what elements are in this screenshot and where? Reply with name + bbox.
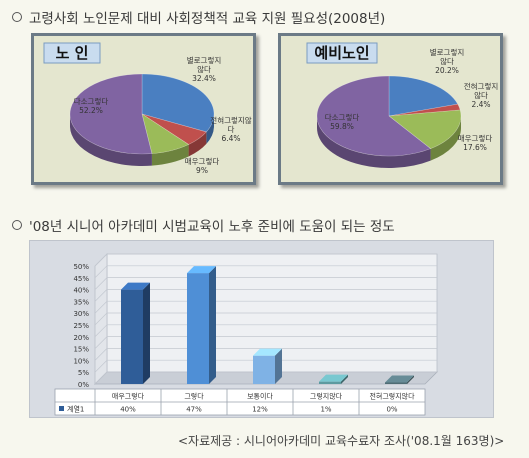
x-category-label: 그렇다 (184, 392, 204, 401)
y-tick-label: 0% (78, 381, 89, 389)
pie-title: 예비노인 (314, 44, 369, 62)
pie-label-매우그렇다: 매우그렇다 9% (185, 156, 220, 175)
gridline (94, 359, 437, 373)
gridline (94, 371, 437, 385)
bar-매우그렇다 (121, 289, 143, 384)
x-category-label: 보통이다 (247, 392, 273, 401)
pie-title-box (306, 42, 378, 64)
pie-slice-다소그렇다 (69, 73, 153, 155)
pie-side-다소그렇다 (317, 116, 431, 168)
y-tick-label: 45% (73, 275, 89, 283)
pie-label-전혀그렇지-않다: 전혀그렇지 않다 2.4% (464, 81, 499, 109)
pie-label-매우그렇다: 매우그렇다 17.6% (458, 133, 493, 152)
bar-top-그렇다 (187, 266, 216, 274)
circle-bullet-icon (12, 220, 22, 230)
bar-top-전혀그렇지않다 (385, 375, 414, 383)
pie-side-별로그렇지-않다 (206, 114, 214, 144)
pie-side-매우그렇다 (430, 116, 461, 161)
bar-side-매우그렇다 (143, 282, 150, 384)
pie-side-다소그렇다 (70, 114, 152, 166)
section2-heading-text: '08년 시니어 아카데미 시범교육이 노후 준비에 도움이 되는 정도 (29, 219, 395, 235)
pie-label-전혀그렇지않다: 전혀그렇지않 다 6.4% (210, 115, 251, 143)
bar-side-그렇다 (209, 266, 216, 384)
y-tick-label: 5% (78, 369, 89, 377)
pie-slice-다소그렇다 (316, 75, 432, 157)
gridline (94, 277, 437, 290)
data-value-label: 47% (186, 406, 202, 414)
pie-title-box (43, 42, 101, 64)
bar-그렇다 (187, 273, 209, 384)
pie-panel-pre-elderly: 예비노인 별로그렇지 않다 20.2% 전혀그렇지 않다 2.4% 매우그렇다 17.6% 다소그… (278, 33, 503, 185)
bar-보통이다 (253, 355, 275, 384)
data-value-label: 12% (252, 406, 268, 414)
pie-slice-전혀그렇지않다 (141, 113, 207, 145)
bar-top-보통이다 (253, 348, 282, 356)
circle-bullet-icon (12, 12, 22, 22)
gridline (94, 300, 437, 314)
pie-label-다소그렇다: 다소그렇다 59.8% (325, 112, 360, 131)
data-value-label: 1% (320, 406, 331, 414)
x-category-label: 그렇지않다 (310, 392, 343, 401)
source-note: <자료제공 : 시니어아카데미 교육수료자 조사('08.1월 163명)> (178, 434, 505, 448)
gridline (94, 253, 437, 267)
legend-swatch (59, 406, 64, 411)
gridline (94, 348, 437, 361)
x-category-label: 매우그렇다 (112, 392, 145, 401)
pie-label-다소그렇다: 다소그렇다 52.2% (74, 96, 109, 115)
gridline (94, 265, 437, 279)
gridline (94, 312, 437, 326)
bar-전혀그렇지않다 (385, 382, 407, 384)
pie-slice-매우그렇다 (388, 109, 462, 149)
pie-label-별로그렇지-않다: 별로그렇지 않다 32.4% (187, 55, 222, 83)
section1-heading: 고령사회 노인문제 대비 사회정책적 교육 지원 필요성(2008년) (12, 7, 385, 27)
pie-slice-별로그렇지-않다 (388, 75, 459, 117)
gridline (94, 289, 437, 302)
bar-top-그렇지않다 (319, 374, 348, 382)
y-tick-label: 50% (73, 263, 89, 271)
data-value-label: 0% (386, 406, 397, 414)
y-tick-label: 20% (73, 334, 89, 342)
bar-chart-panel: 0% 5% 10% 15% 20% 25% 30% 35% 40% 45% 50% 계열1 매우그렇다 4… (29, 240, 494, 418)
section2-heading: '08년 시니어 아카데미 시범교육이 노후 준비에 도움이 되는 정도 (12, 215, 395, 235)
bar-top-매우그렇다 (121, 282, 150, 290)
pie-chart-pre-elderly: 예비노인 별로그렇지 않다 20.2% 전혀그렇지 않다 2.4% 매우그렇다 17.6% 다소그… (306, 42, 499, 168)
bar-그렇지않다 (319, 381, 341, 384)
gridline (94, 324, 437, 338)
y-tick-label: 35% (73, 298, 89, 306)
y-tick-label: 25% (73, 322, 89, 330)
pie-side-전혀그렇지않다 (188, 131, 207, 157)
legend-series-name: 계열1 (67, 405, 84, 414)
y-tick-label: 10% (73, 357, 89, 365)
bar-side-보통이다 (275, 348, 282, 384)
pie-slice-전혀그렇지-않다 (388, 103, 461, 117)
pie-title: 노 인 (56, 44, 89, 62)
pie-label-별로그렇지-않다: 별로그렇지 않다 20.2% (430, 47, 465, 75)
bar-chart: 0% 5% 10% 15% 20% 25% 30% 35% 40% 45% 50% 계열1 매우그렇다 4… (54, 253, 438, 416)
bar-side-그렇지않다 (341, 374, 348, 384)
section1-heading-text: 고령사회 노인문제 대비 사회정책적 교육 지원 필요성(2008년) (29, 11, 386, 27)
pie-slice-별로그렇지-않다 (141, 73, 215, 133)
y-tick-label: 15% (73, 346, 89, 354)
y-tick-label: 30% (73, 310, 89, 318)
data-value-label: 40% (120, 406, 136, 414)
bar-side-전혀그렇지않다 (407, 375, 414, 384)
x-category-label: 전혀그렇지않다 (369, 392, 415, 401)
y-tick-label: 40% (73, 287, 89, 295)
gridline (94, 336, 437, 349)
pie-side-매우그렇다 (151, 144, 189, 166)
pie-slice-매우그렇다 (141, 113, 190, 154)
